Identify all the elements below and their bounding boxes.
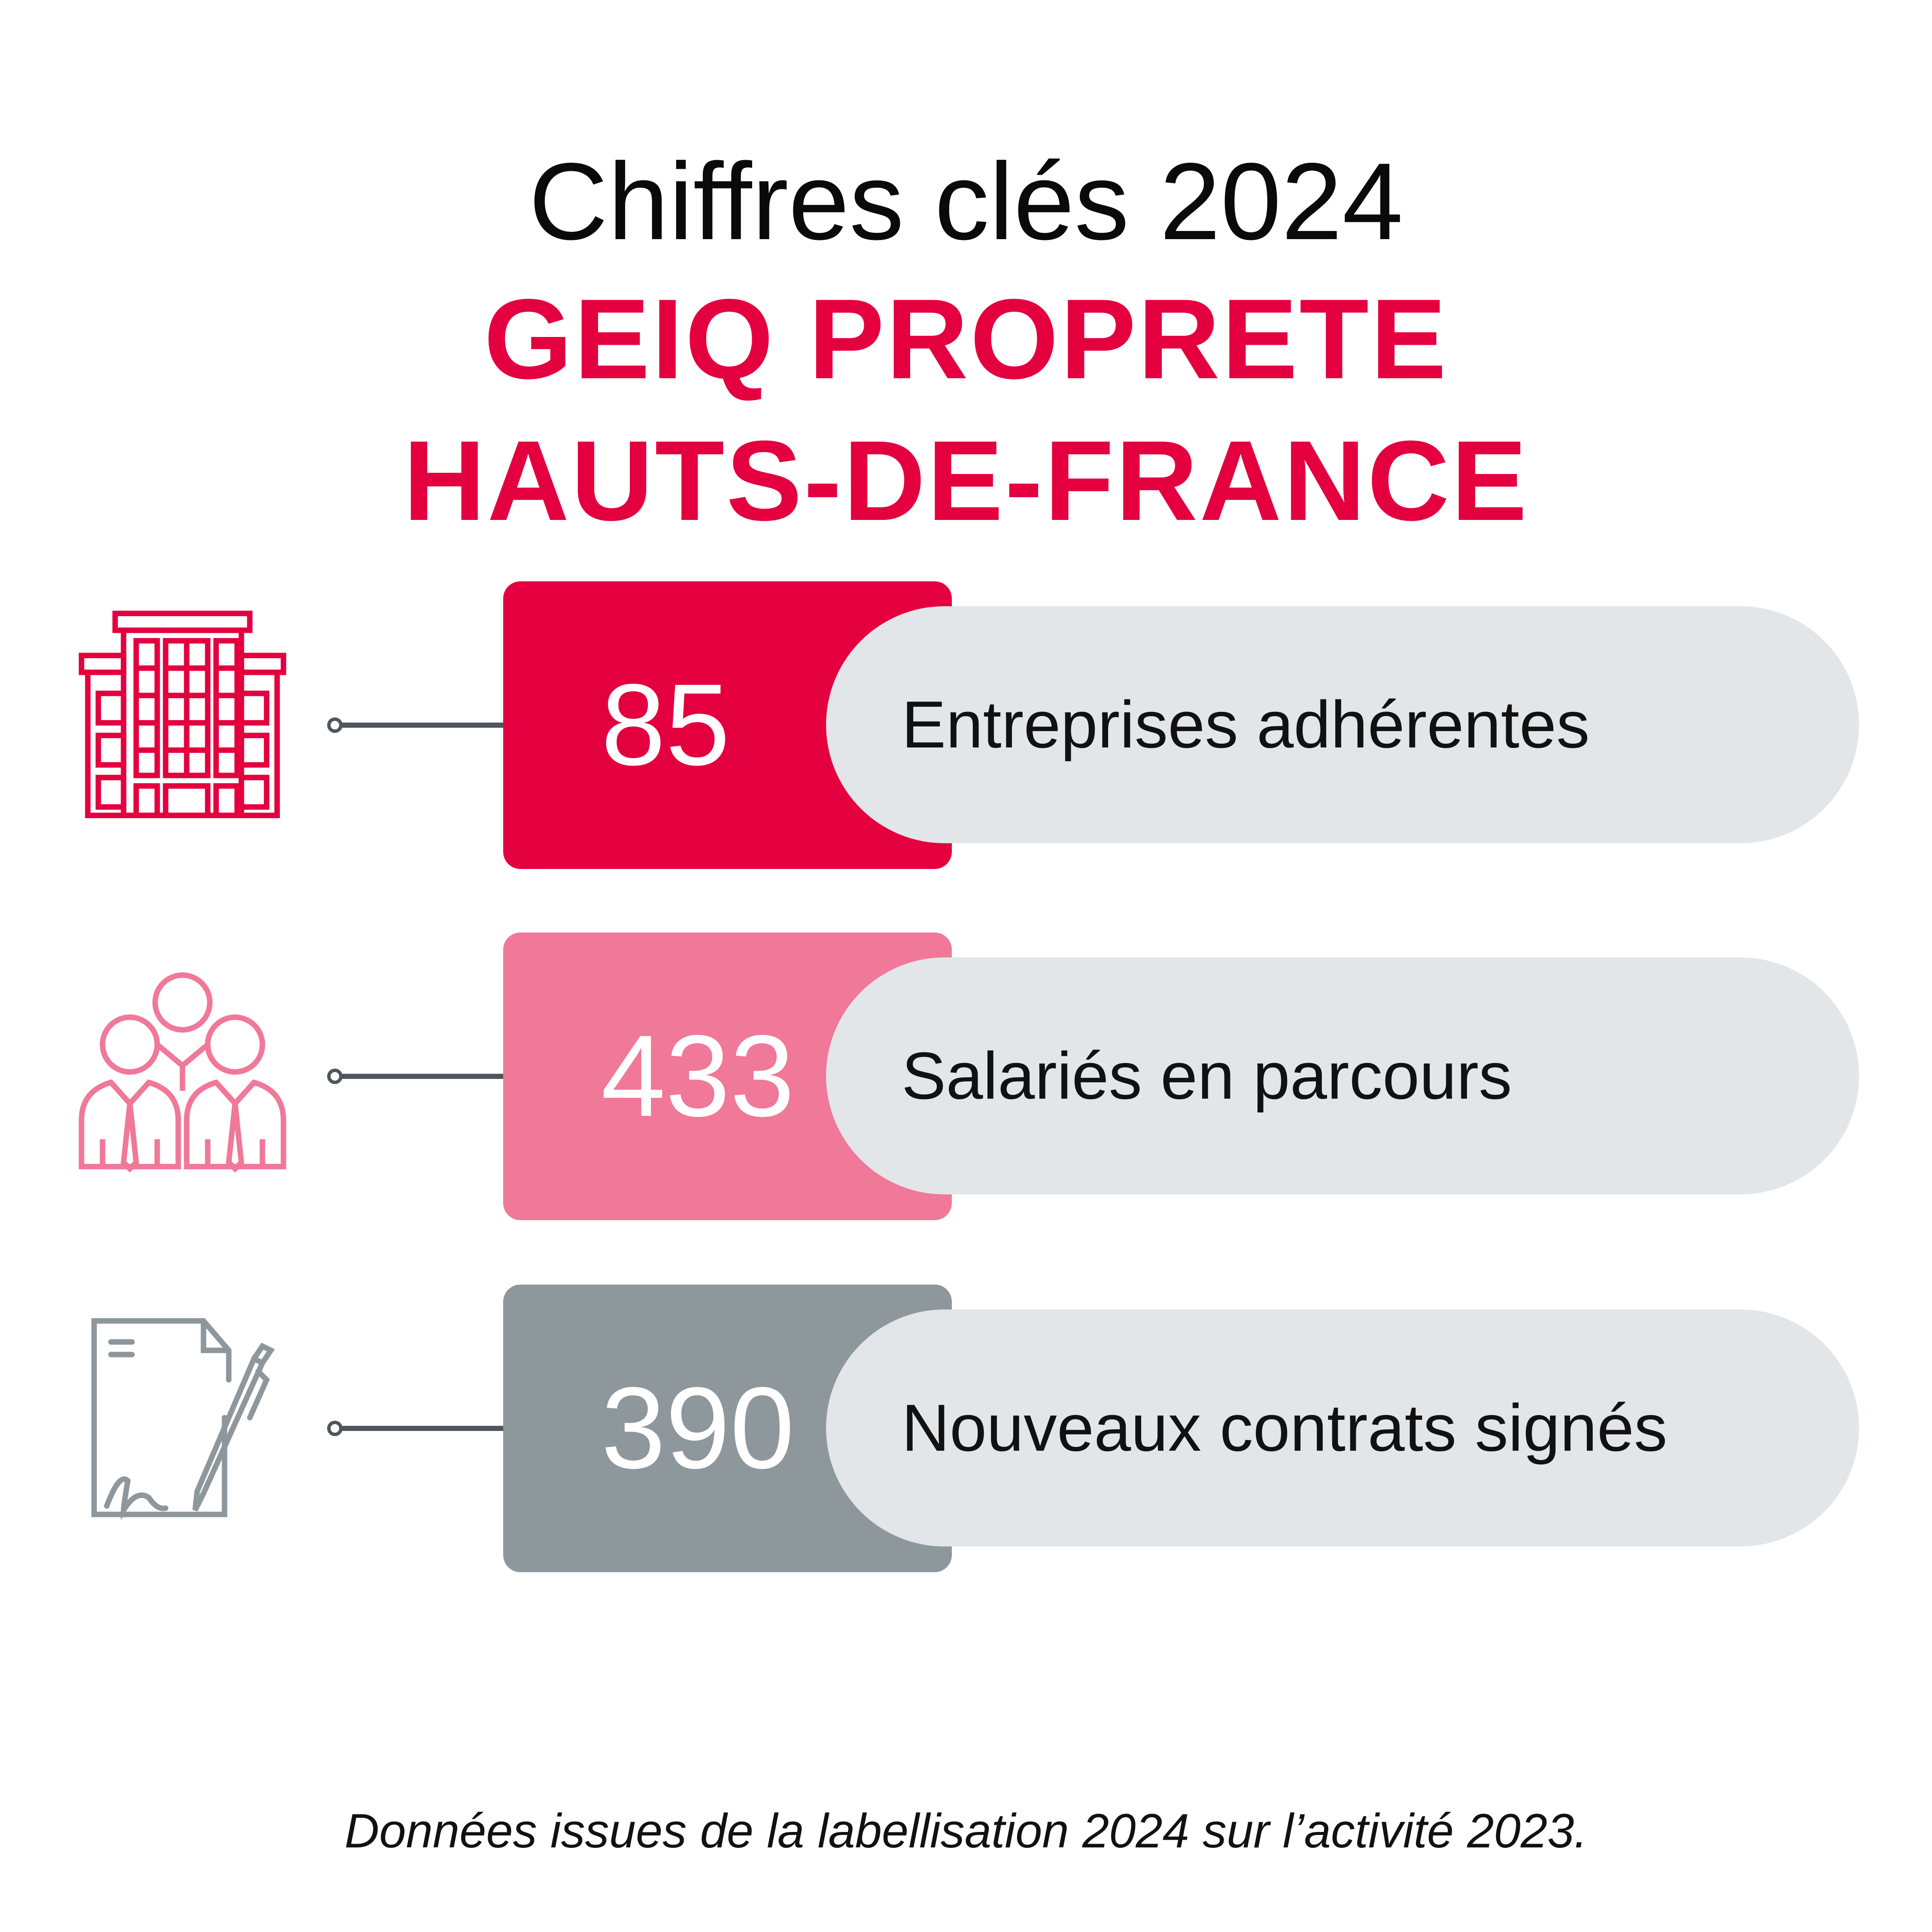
signed-contract-icon xyxy=(91,1318,275,1520)
stat-label: Nouveaux contrats signés xyxy=(902,1391,1668,1465)
building-icon xyxy=(79,611,286,818)
org-name-line2: HAUTS-DE-FRANCE xyxy=(403,417,1529,544)
stat-value: 390 xyxy=(601,1364,795,1493)
page-title: Chiffres clés 2024 xyxy=(529,140,1403,263)
stat-value: 85 xyxy=(601,660,730,790)
stat-row-employees: 433 Salariés en parcours xyxy=(0,933,1932,1220)
stat-label: Entreprises adhérentes xyxy=(902,687,1590,762)
stat-row-contracts: 390 Nouveaux contrats signés xyxy=(0,1285,1932,1572)
org-name-line1: GEIQ PROPRETE xyxy=(483,276,1448,403)
stat-value: 433 xyxy=(601,1012,795,1141)
stat-label-pill xyxy=(826,957,1859,1194)
team-icon xyxy=(79,972,286,1173)
footer-note: Données issues de la labellisation 2024 … xyxy=(344,1804,1588,1858)
stat-label-pill xyxy=(826,1309,1859,1546)
stat-label: Salariés en parcours xyxy=(902,1039,1512,1113)
stat-row-companies: 85 Entreprises adhérentes xyxy=(0,581,1932,869)
stat-label-pill xyxy=(826,606,1859,843)
